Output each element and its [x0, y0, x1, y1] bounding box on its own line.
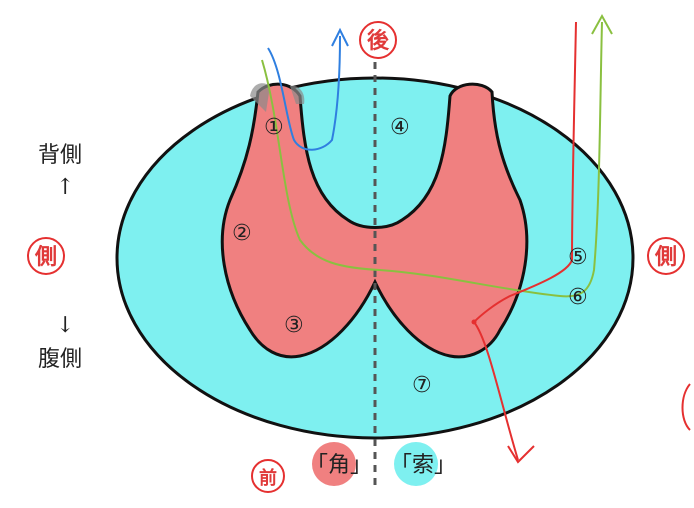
annotation-left: 側: [27, 237, 65, 275]
red-pen-path: [472, 21, 577, 461]
funiculus-label: 「索」: [390, 453, 456, 478]
svg-text:側: 側: [654, 245, 677, 270]
svg-text:側: 側: [34, 245, 57, 270]
horn-label: 「角」: [306, 453, 372, 478]
annotation-right: 側: [647, 237, 685, 275]
dorsal-label: 背側: [38, 143, 82, 168]
green-pen-path: [261, 21, 603, 298]
region-1: ①: [264, 115, 284, 140]
down-arrow: ↓: [56, 313, 74, 338]
right-edge-bracket: [681, 383, 691, 431]
annotation-bottom: 前: [251, 459, 285, 493]
up-arrow: ↑: [56, 175, 74, 200]
svg-text:後: 後: [367, 28, 390, 54]
annotation-top: 後: [359, 21, 397, 59]
horn-tip-shade: [250, 83, 270, 112]
funiculus-highlight: [394, 442, 438, 486]
region-6: ⑥: [568, 285, 588, 310]
region-3: ③: [284, 313, 304, 338]
region-2: ②: [232, 221, 252, 246]
region-4: ④: [390, 115, 410, 140]
region-5: ⑤: [568, 245, 588, 270]
ventral-label: 腹側: [38, 347, 82, 372]
gray-matter: [220, 82, 529, 359]
horn-highlight: [312, 442, 356, 486]
red-dot: [471, 319, 477, 325]
svg-text:前: 前: [259, 467, 277, 489]
green-arrowhead: [591, 13, 613, 35]
blue-arrowhead: [331, 27, 349, 47]
red-arrowhead: [507, 445, 535, 464]
blue-pen-path: [267, 35, 341, 151]
region-7: ⑦: [412, 373, 432, 398]
horn-tip-shade: [290, 85, 305, 104]
